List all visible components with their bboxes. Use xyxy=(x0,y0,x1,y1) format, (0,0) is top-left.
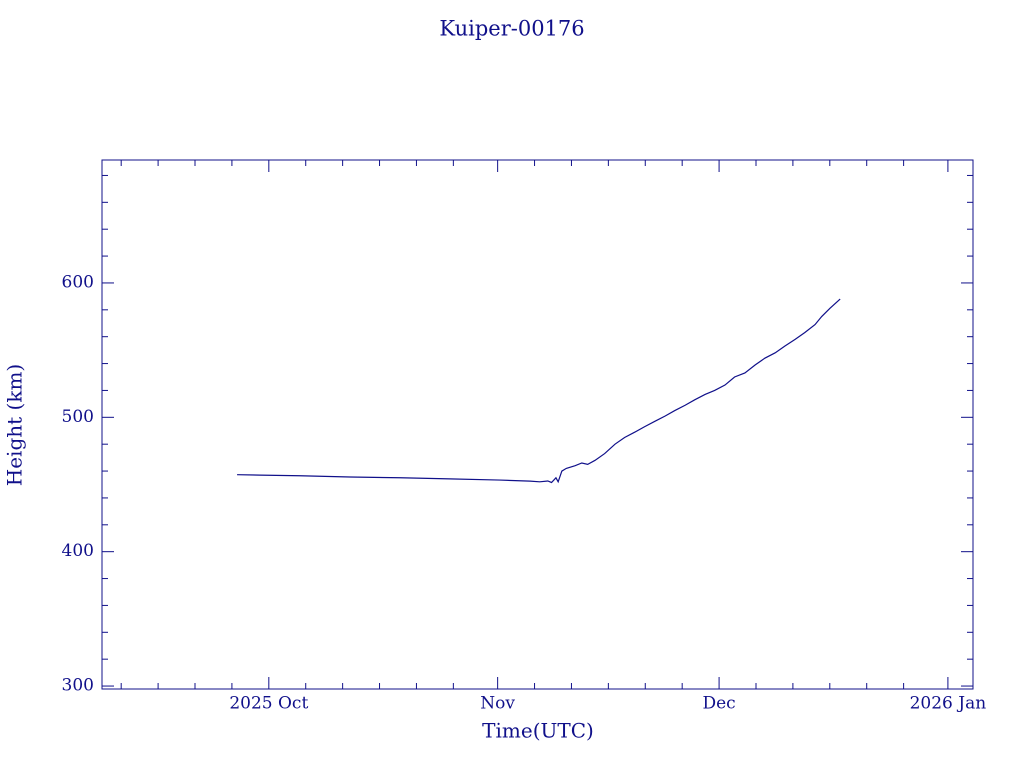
y-tick-label: 500 xyxy=(62,407,94,427)
x-tick-label: Dec xyxy=(702,694,735,714)
y-tick-label: 400 xyxy=(62,541,94,561)
plot-frame xyxy=(101,159,974,690)
x-axis-label: Time(UTC) xyxy=(482,719,594,743)
y-tick-label: 600 xyxy=(62,272,94,292)
x-tick-label: Nov xyxy=(480,694,515,714)
y-axis-label: Height (km) xyxy=(3,364,27,486)
y-tick-label: 300 xyxy=(62,676,94,696)
data-line xyxy=(237,298,841,484)
chart-title: Kuiper-00176 xyxy=(439,17,584,41)
x-tick-label: 2026 Jan xyxy=(910,694,987,714)
x-tick-label: 2025 Oct xyxy=(229,694,308,714)
